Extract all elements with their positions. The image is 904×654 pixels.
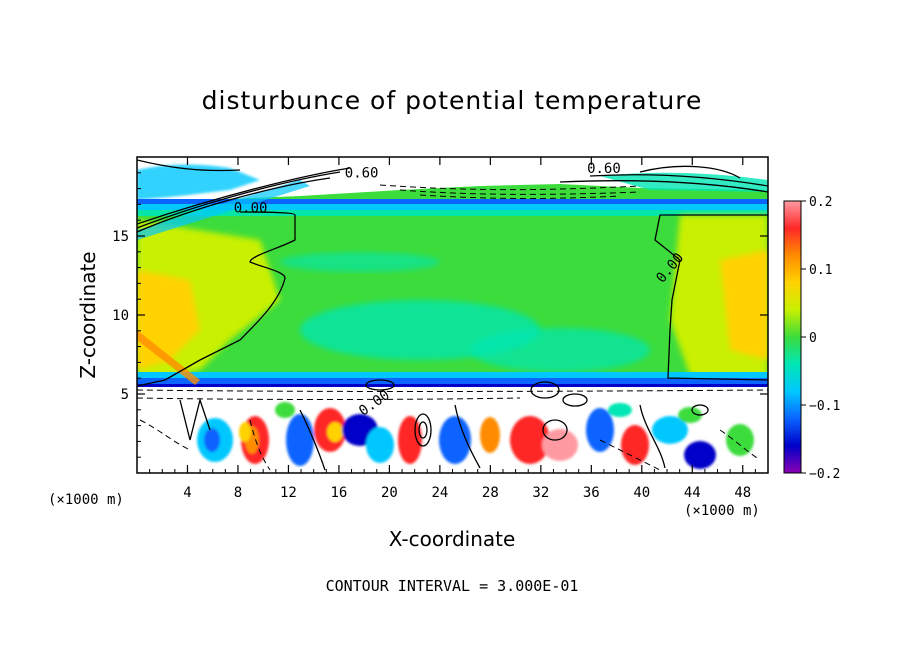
colorbar-ticks: 0.2 0.1 0 −0.1 −0.2	[801, 195, 840, 482]
center-cyan-patch-2	[470, 328, 650, 372]
y-tick-label: 15	[112, 229, 129, 245]
y-axis: 5 10 15	[112, 172, 768, 458]
colorbar-tick-label: 0.1	[809, 263, 832, 278]
x-tick-label: 20	[381, 485, 398, 501]
x-tick-label: 36	[583, 485, 600, 501]
contour-interval-note: CONTOUR INTERVAL = 3.000E-01	[325, 577, 579, 595]
x-tick-label: 32	[532, 485, 549, 501]
contour-label: 0.60	[587, 161, 621, 177]
colorbar-tick-label: 0.2	[809, 195, 832, 210]
y-tick-label: 10	[112, 308, 129, 324]
x-tick-label: 16	[330, 485, 347, 501]
slanted-streak	[137, 180, 310, 240]
x-unit-label-left: (×1000 m)	[48, 492, 124, 508]
x-tick-label: 48	[734, 485, 751, 501]
x-tick-label: 28	[482, 485, 499, 501]
lower-left-streak	[137, 330, 200, 385]
dashed-contours	[137, 184, 768, 471]
x-tick-label: 44	[684, 485, 701, 501]
upper-teal-band	[137, 210, 768, 216]
y-axis-label: Z-coordinate	[76, 251, 100, 379]
x-axis-label: X-coordinate	[388, 527, 516, 551]
colorbar-tick-label: −0.1	[809, 399, 840, 414]
x-tick-label: 40	[633, 485, 650, 501]
colorbar-tick-label: −0.2	[809, 467, 840, 482]
contour-lines	[137, 159, 768, 471]
lower-cyan-band	[137, 372, 768, 378]
contour-label: 0.60	[345, 166, 379, 182]
upper-blue-band	[137, 199, 768, 204]
y-tick-label: 5	[121, 387, 129, 403]
center-cyan-patch-3	[280, 252, 440, 272]
x-tick-label: 8	[234, 485, 242, 501]
upper-band-left	[137, 164, 260, 200]
right-yellow-zone	[720, 250, 768, 360]
upper-white-region	[137, 157, 768, 205]
x-tick-label: 12	[280, 485, 297, 501]
x-axis: 4 8 12 16 20 24 28 32 36 40 44 48	[149, 157, 756, 501]
x-tick-label: 4	[183, 485, 191, 501]
x-unit-label-right: (×1000 m)	[684, 503, 760, 519]
colorbar-tick-label: 0	[809, 331, 817, 346]
chart-title: disturbunce of potential temperature	[201, 86, 703, 115]
convective-blobs	[197, 402, 754, 469]
upper-cyan-band	[137, 204, 768, 210]
x-tick-label: 24	[431, 485, 448, 501]
field-image	[137, 157, 768, 473]
colorbar	[783, 200, 802, 474]
contour-label: 0.00	[234, 200, 268, 216]
lower-blue-band	[137, 378, 768, 384]
lower-darkblue-band	[137, 384, 768, 387]
